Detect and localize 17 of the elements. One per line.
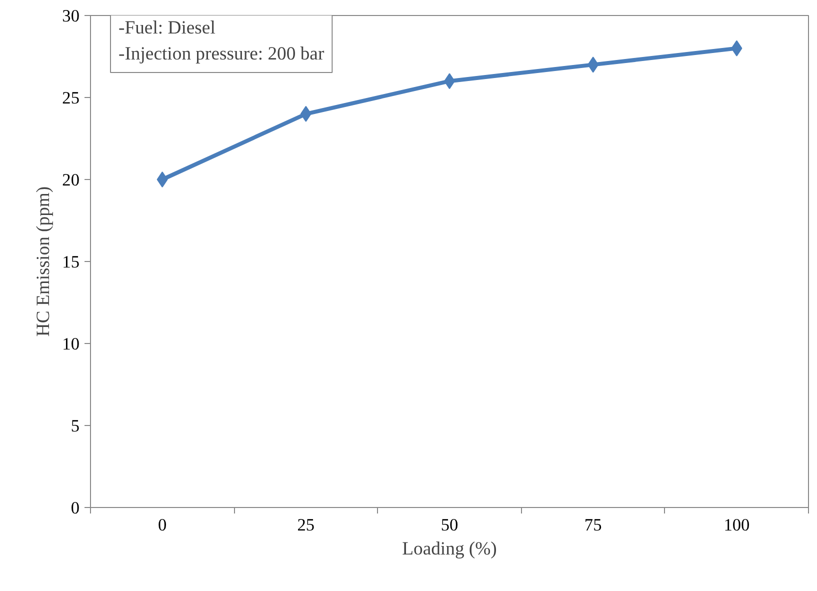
y-tick-label: 15 [62, 252, 80, 272]
x-tick-label: 50 [440, 516, 458, 534]
x-tick-label: 0 [158, 516, 167, 534]
y-tick-label: 0 [70, 498, 80, 518]
x-tick-label: 100 [724, 516, 750, 534]
x-axis-title: Loading (%) [402, 538, 497, 560]
annotation: -Fuel: Diesel [118, 17, 216, 38]
y-tick-label: 10 [62, 334, 80, 354]
y-axis-title: HC Emission (ppm) [33, 186, 54, 337]
point [156, 172, 168, 188]
x-tick-label: 25 [297, 516, 315, 534]
y-tick-label: 5 [70, 416, 80, 436]
y-tick-label: 30 [62, 6, 80, 26]
y-tick-label: 20 [62, 170, 80, 190]
annotation: -Injection pressure: 200 bar [118, 44, 325, 64]
y-tick-label: 25 [62, 88, 80, 108]
x-tick-label: 75 [584, 516, 602, 534]
